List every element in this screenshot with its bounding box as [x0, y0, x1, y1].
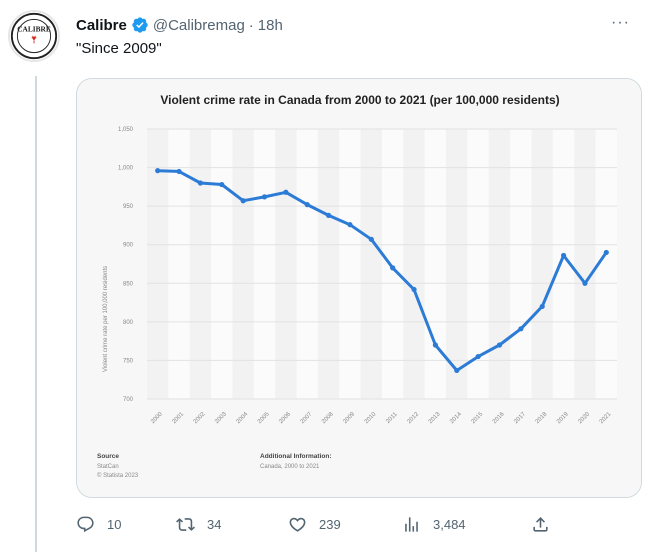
data-point [325, 212, 332, 218]
reply-count: 10 [107, 516, 122, 532]
verified-badge-icon [131, 16, 149, 34]
data-point [560, 252, 567, 259]
grid-band [531, 129, 553, 399]
data-point [219, 181, 225, 188]
data-point [411, 286, 417, 293]
grid-band [510, 129, 532, 399]
y-tick-label: 750 [123, 358, 134, 364]
grid-band [552, 129, 575, 399]
share-button[interactable] [531, 515, 562, 534]
y-tick-label: 900 [123, 243, 134, 249]
grid-band [232, 129, 254, 399]
source-label: Source [97, 453, 119, 460]
data-point [304, 202, 310, 208]
y-axis-label: Violent crime rate per 100,000 residents [103, 266, 109, 372]
info-text: Canada, 2000 to 2021 [260, 464, 320, 470]
grid-band [403, 129, 425, 399]
grid-band [467, 129, 489, 399]
chart-title: Violent crime rate in Canada from 2000 t… [160, 93, 559, 107]
data-point [368, 236, 374, 242]
more-options-icon[interactable]: ··· [611, 14, 630, 31]
grid-band [488, 129, 511, 399]
grid-band [147, 129, 169, 399]
retweet-button[interactable]: 34 [176, 515, 221, 534]
retweet-icon [176, 517, 195, 531]
tweet-text: "Since 2009" [76, 40, 162, 57]
info-label: Additional Information: [260, 453, 332, 460]
grid-band [189, 129, 212, 399]
reply-button[interactable]: 10 [76, 515, 121, 534]
line-chart: Violent crime rate in Canada from 2000 t… [77, 79, 641, 497]
views-button[interactable]: 3,484 [402, 515, 466, 534]
data-point [347, 222, 353, 228]
views-count: 3,484 [433, 516, 466, 532]
grid-band [211, 129, 233, 399]
data-point [475, 353, 481, 360]
avatar[interactable]: CALIBRE [8, 10, 60, 62]
like-count: 239 [319, 516, 341, 532]
grid-band [253, 129, 276, 399]
reply-icon [77, 516, 94, 532]
data-point [283, 189, 289, 195]
data-point [603, 249, 609, 256]
data-point [432, 342, 439, 348]
avatar-text: CALIBRE [17, 24, 51, 33]
like-button[interactable]: 239 [288, 515, 341, 534]
source-line-1: StatCan [97, 464, 119, 470]
data-point [155, 168, 161, 174]
data-point [496, 342, 503, 348]
grid-band [446, 129, 468, 399]
retweet-count: 34 [207, 516, 222, 532]
data-point [518, 326, 524, 332]
y-tick-label: 700 [123, 397, 134, 403]
grid-band [296, 129, 318, 399]
data-point [176, 168, 182, 175]
data-point [539, 303, 545, 310]
grid-band [317, 129, 340, 399]
data-point [240, 198, 246, 204]
separator-dot: · [248, 16, 254, 34]
grid-band [168, 129, 190, 399]
thread-line [35, 76, 37, 552]
grid-band [574, 129, 596, 399]
grid-band [595, 129, 617, 399]
tweet-actions: 10 34 239 3,484 [76, 506, 576, 542]
chart-image[interactable]: Violent crime rate in Canada from 2000 t… [76, 78, 642, 498]
display-name[interactable]: Calibre [76, 16, 127, 34]
heart-icon [289, 517, 306, 532]
y-tick-label: 800 [123, 320, 134, 326]
data-point [261, 194, 268, 200]
data-point [390, 265, 396, 271]
data-point [197, 180, 204, 186]
grid-band [360, 129, 382, 399]
y-tick-label: 1,050 [118, 127, 134, 133]
grid-band [424, 129, 447, 399]
y-tick-label: 850 [123, 281, 134, 287]
timestamp[interactable]: 18h [257, 16, 283, 34]
share-icon [533, 516, 548, 532]
grid-band [339, 129, 361, 399]
views-icon [405, 516, 418, 532]
tweet-header: Calibre @Calibremag · 18h ··· [76, 14, 634, 36]
series-line [156, 169, 608, 372]
calibre-logo-icon: CALIBRE [10, 12, 58, 60]
grid-band [382, 129, 404, 399]
source-line-2: © Statista 2023 [97, 472, 139, 479]
y-tick-label: 950 [123, 204, 134, 210]
data-point [454, 367, 460, 374]
y-tick-label: 1,000 [118, 166, 134, 172]
grid-band [275, 129, 297, 399]
user-handle[interactable]: @Calibremag [152, 16, 245, 34]
data-point [582, 280, 588, 286]
